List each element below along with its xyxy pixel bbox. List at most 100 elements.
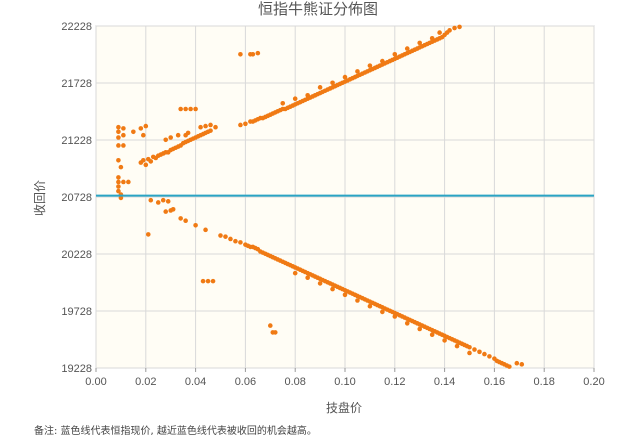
data-point: [467, 344, 472, 350]
data-point: [292, 270, 298, 276]
data-point: [193, 106, 198, 112]
data-point: [185, 130, 191, 136]
x-tick-label: 0.14: [434, 376, 455, 388]
data-point: [170, 207, 176, 212]
x-tick-label: 0.02: [135, 376, 156, 388]
data-point: [355, 298, 360, 303]
data-point: [342, 74, 348, 80]
x-tick-label: 0.20: [583, 376, 604, 388]
data-points: [116, 24, 525, 369]
data-point: [160, 197, 166, 203]
data-point: [487, 354, 492, 359]
data-point: [305, 275, 310, 281]
data-point: [367, 303, 373, 309]
y-axis-ticks: 19228 19728 20228 20728 21228 21728 22228: [61, 21, 92, 375]
data-point: [392, 51, 398, 57]
data-point: [280, 100, 286, 106]
data-point: [404, 321, 410, 326]
data-point: [178, 106, 183, 112]
data-point: [272, 330, 278, 335]
data-point: [317, 281, 323, 286]
y-axis-title: 收回价: [33, 180, 47, 216]
data-point: [131, 129, 136, 135]
data-point: [268, 323, 273, 328]
data-point: [118, 195, 124, 201]
data-point: [380, 58, 385, 64]
data-point: [380, 309, 385, 315]
y-tick-label: 20228: [61, 249, 92, 261]
data-point: [141, 157, 146, 163]
data-point: [143, 123, 149, 129]
data-point: [213, 124, 218, 130]
data-point: [342, 292, 348, 298]
x-tick-label: 0.06: [235, 376, 256, 388]
data-point: [178, 216, 183, 221]
x-tick-label: 0.08: [284, 376, 305, 388]
data-point: [203, 123, 208, 129]
data-point: [148, 197, 154, 203]
x-axis-ticks: 0.00 0.02 0.04 0.06 0.08 0.10 0.12 0.14 0.16 0.18…: [85, 368, 605, 388]
data-point: [454, 343, 460, 349]
data-point: [208, 122, 213, 128]
data-point: [163, 209, 169, 214]
data-point: [175, 132, 181, 138]
data-point: [238, 240, 243, 245]
data-point: [145, 232, 151, 237]
y-tick-label: 22228: [61, 21, 92, 33]
data-point: [437, 30, 442, 35]
data-point: [238, 122, 243, 128]
data-point: [442, 338, 447, 343]
data-point: [305, 93, 310, 98]
data-point: [429, 332, 435, 338]
data-point: [233, 238, 238, 244]
data-point: [317, 85, 323, 90]
footnote: 备注: 蓝色线代表恒指现价, 越近蓝色线代表被收回的机会越高。: [34, 426, 317, 437]
data-point: [143, 162, 149, 168]
data-point: [193, 222, 198, 228]
chart-title: 恒指牛熊证分佈图: [258, 0, 378, 18]
x-tick-label: 0.12: [384, 376, 405, 388]
data-point: [477, 349, 482, 355]
data-point: [250, 51, 256, 57]
data-point: [168, 135, 173, 140]
data-point: [121, 179, 126, 185]
data-point: [210, 278, 216, 284]
data-point: [417, 40, 423, 46]
data-point: [165, 199, 171, 204]
data-point: [116, 143, 121, 148]
data-point: [116, 124, 121, 130]
data-point: [116, 188, 121, 194]
data-point: [116, 135, 121, 140]
data-point: [116, 157, 121, 163]
x-tick-label: 0.10: [334, 376, 355, 388]
y-tick-label: 21228: [61, 135, 92, 147]
data-point: [255, 50, 261, 56]
data-point: [243, 121, 248, 127]
x-tick-label: 0.16: [484, 376, 505, 388]
data-point: [457, 24, 462, 30]
data-point: [188, 106, 193, 112]
data-point: [155, 200, 161, 205]
data-point: [223, 234, 228, 239]
data-point: [292, 96, 298, 102]
data-point: [467, 350, 472, 356]
data-point: [367, 63, 373, 68]
y-tick-label: 20728: [61, 192, 92, 204]
data-point: [116, 184, 121, 189]
data-point: [208, 128, 213, 133]
data-point: [447, 28, 452, 33]
data-point: [116, 129, 121, 135]
data-point: [330, 80, 335, 86]
data-point: [121, 126, 126, 131]
data-point: [417, 326, 423, 332]
data-point: [116, 179, 121, 185]
data-point: [392, 314, 398, 319]
data-point: [163, 137, 169, 143]
x-tick-label: 0.00: [85, 376, 106, 388]
data-point: [330, 286, 335, 292]
x-tick-label: 0.18: [533, 376, 554, 388]
data-point: [198, 124, 203, 130]
data-point: [183, 218, 188, 224]
data-point: [126, 179, 131, 185]
